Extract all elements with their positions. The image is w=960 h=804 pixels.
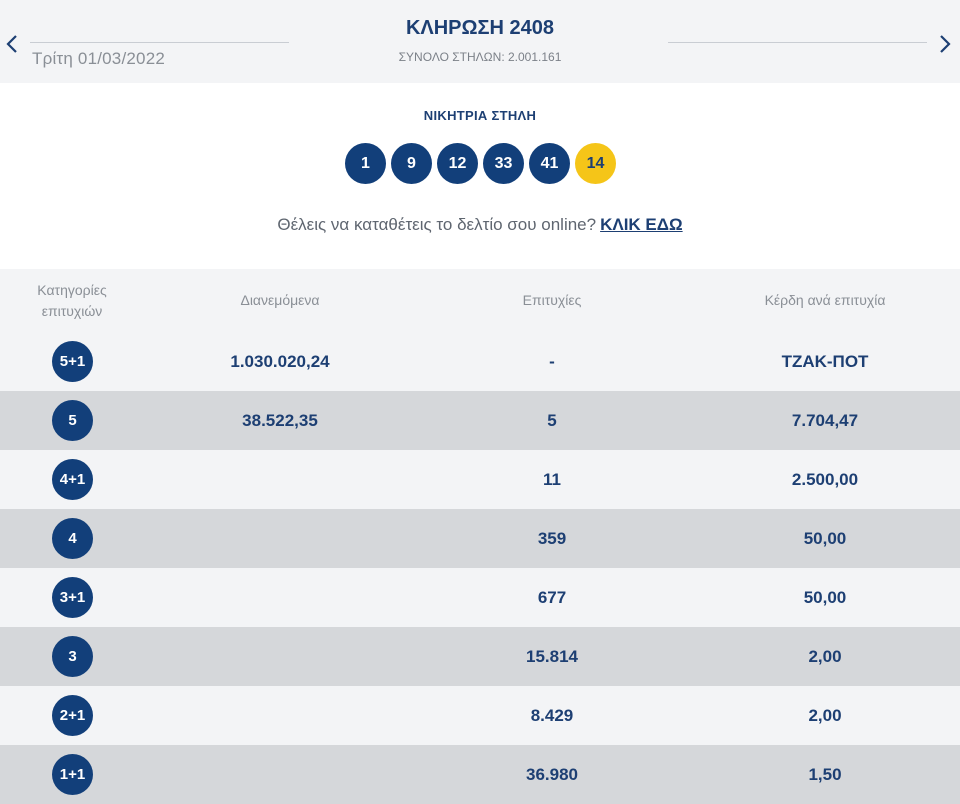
table-row: 5+1 1.030.020,24 - ΤΖΑΚ-ΠΟΤ <box>0 332 960 391</box>
distributed-cell <box>180 509 380 568</box>
winning-numbers: 1 9 12 33 41 14 <box>345 143 616 184</box>
table-row: 3 15.814 2,00 <box>0 627 960 686</box>
table-row: 4 359 50,00 <box>0 509 960 568</box>
winning-ball: 33 <box>483 143 524 184</box>
category-badge: 3+1 <box>52 577 93 618</box>
category-badge: 5 <box>52 400 93 441</box>
wins-cell: 5 <box>547 410 557 430</box>
table-row: 2+1 8.429 2,00 <box>0 686 960 745</box>
prize-cell: 7.704,47 <box>791 410 859 430</box>
header-divider-left <box>30 42 289 43</box>
table-row: 4+1 11 2.500,00 <box>0 450 960 509</box>
results-table-header: Κατηγορίες επιτυχιών Διανεμόμενα Επιτυχί… <box>0 269 960 332</box>
distributed-cell: 1.030.020,24 <box>230 351 330 371</box>
table-row: 3+1 677 50,00 <box>0 568 960 627</box>
wins-cell: 677 <box>537 587 567 607</box>
distributed-cell <box>180 686 380 745</box>
header-categories-line1: Κατηγορίες <box>37 281 107 298</box>
category-badge: 2+1 <box>52 695 93 736</box>
prize-cell: 2,00 <box>808 705 842 725</box>
prize-cell: 50,00 <box>803 587 847 607</box>
prize-cell: 2,00 <box>808 646 842 666</box>
header-categories: Κατηγορίες επιτυχιών <box>0 269 144 332</box>
distributed-cell <box>180 450 380 509</box>
wins-cell: 36.980 <box>526 764 578 784</box>
header-prize: Κέρδη ανά επιτυχία <box>764 292 886 308</box>
header-distributed: Διανεμόμενα <box>240 292 320 308</box>
chevron-right-icon[interactable] <box>934 30 956 58</box>
distributed-cell <box>180 568 380 627</box>
table-row: 5 38.522,35 5 7.704,47 <box>0 391 960 450</box>
category-badge: 1+1 <box>52 754 93 795</box>
chevron-left-icon[interactable] <box>1 30 23 58</box>
wins-cell: 359 <box>537 528 567 548</box>
header-divider-right <box>668 42 927 43</box>
prize-cell: 2.500,00 <box>791 469 859 489</box>
category-badge: 5+1 <box>52 341 93 382</box>
bonus-ball: 14 <box>575 143 616 184</box>
winning-ball: 9 <box>391 143 432 184</box>
wins-cell: 15.814 <box>526 646 578 666</box>
distributed-cell <box>180 745 380 804</box>
header-categories-line2: επιτυχιών <box>41 302 103 319</box>
wins-cell: 11 <box>543 469 561 489</box>
header-wins: Επιτυχίες <box>522 292 582 308</box>
distributed-cell: 38.522,35 <box>242 410 318 430</box>
category-badge: 4+1 <box>52 459 93 500</box>
category-badge: 4 <box>52 518 93 559</box>
category-badge: 3 <box>52 636 93 677</box>
promo-message: Θέλεις να καταθέτεις το δελτίο σου onlin… <box>277 215 597 234</box>
promo-link[interactable]: ΚΛΙΚ ΕΔΩ <box>600 215 683 234</box>
wins-cell: - <box>549 351 555 371</box>
winning-ball: 41 <box>529 143 570 184</box>
total-columns: ΣΥΝΟΛΟ ΣΤΗΛΩΝ: 2.001.161 <box>398 50 562 64</box>
prize-cell: ΤΖΑΚ-ΠΟΤ <box>781 351 869 371</box>
winning-ball: 1 <box>345 143 386 184</box>
table-row: 1+1 36.980 1,50 <box>0 745 960 804</box>
draw-date: Τρίτη 01/03/2022 <box>32 49 166 68</box>
draw-title: ΚΛΗΡΩΣΗ 2408 <box>405 17 555 39</box>
draw-header: Τρίτη 01/03/2022 ΚΛΗΡΩΣΗ 2408 ΣΥΝΟΛΟ ΣΤΗ… <box>0 0 960 83</box>
winning-column-label: ΝΙΚΗΤΡΙΑ ΣΤΗΛΗ <box>423 108 537 123</box>
prize-cell: 1,50 <box>808 764 842 784</box>
winning-ball: 12 <box>437 143 478 184</box>
prize-cell: 50,00 <box>803 528 847 548</box>
promo-text: Θέλεις να καταθέτεις το δελτίο σου onlin… <box>0 215 960 235</box>
wins-cell: 8.429 <box>530 705 574 725</box>
results-table-body: 5+1 1.030.020,24 - ΤΖΑΚ-ΠΟΤ 5 38.522,35 … <box>0 332 960 804</box>
distributed-cell <box>180 627 380 686</box>
